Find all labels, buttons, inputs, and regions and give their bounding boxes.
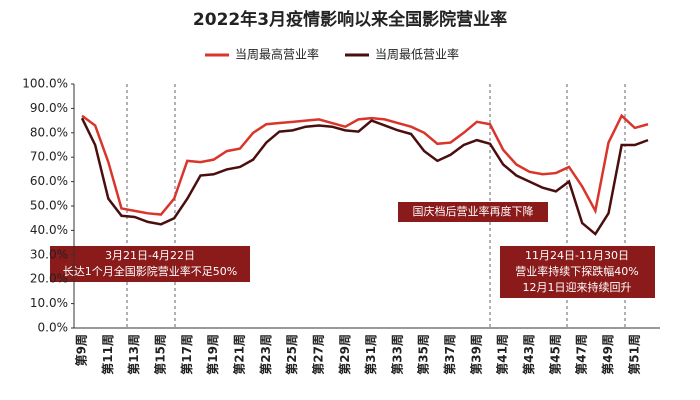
x-tick-label: 第35周 [416,334,431,375]
x-tick-label: 第51周 [626,334,641,375]
x-tick-label: 第33周 [389,334,404,375]
y-tick-label: 0.0% [38,321,69,335]
x-tick-label: 第37周 [442,334,457,375]
legend-label: 当周最高营业率 [235,47,319,62]
y-tick-label: 40.0% [30,223,68,237]
x-tick-label: 第13周 [126,334,141,375]
annotation-box [398,202,548,222]
y-tick-label: 80.0% [30,125,68,139]
chart-title: 2022年3月疫情影响以来全国影院营业率 [193,9,507,30]
x-tick-label: 第43周 [521,334,536,375]
x-tick-label: 第11周 [100,334,115,375]
line [81,113,649,216]
x-tick-label: 第41周 [495,334,510,375]
y-tick-label: 50.0% [30,199,68,213]
x-tick-label: 第15周 [152,334,167,375]
line [80,117,649,236]
annotation: 国庆档后营业率再度下降 [413,204,534,218]
x-tick-label: 第25周 [284,334,299,375]
legend-label: 当周最低营业率 [375,47,459,62]
x-tick-label: 第31周 [363,334,378,375]
x-tick-label: 第45周 [547,334,562,375]
x-tick-label: 第21周 [231,334,246,375]
annotation: 营业率持续下探跌幅40% [515,264,638,278]
y-tick-label: 90.0% [30,101,68,115]
x-tick-label: 第17周 [179,334,194,375]
annotation: 3月21日-4月22日 [105,249,195,262]
annotation-box [500,246,655,298]
x-tick-label: 第19周 [205,334,220,375]
y-tick-label: 60.0% [30,174,68,188]
annotation: 11月24日-11月30日 [525,249,629,262]
x-tick-label: 第47周 [574,334,589,375]
x-tick-label: 第39周 [468,334,483,375]
x-tick-label: 第49周 [600,334,615,375]
x-tick-label: 第29周 [337,334,352,375]
y-tick-label: 20.0% [30,272,68,286]
annotation-box [50,246,250,282]
annotation: 长达1个月全国影院营业率不足50% [63,264,237,278]
x-tick-label: 第27周 [310,334,325,375]
y-tick-label: 100.0% [22,77,68,91]
x-tick-label: 第23周 [258,334,273,375]
x-tick-label: 第9周 [74,334,89,366]
y-tick-label: 10.0% [30,296,68,310]
y-tick-label: 70.0% [30,150,68,164]
y-tick-label: 30.0% [30,247,68,261]
annotation: 12月1日迎来持续回升 [523,280,632,294]
